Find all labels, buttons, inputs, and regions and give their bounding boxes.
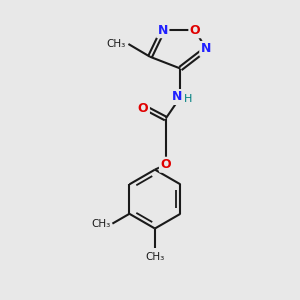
- Text: O: O: [160, 158, 171, 171]
- Text: H: H: [184, 94, 193, 104]
- Text: O: O: [138, 102, 148, 115]
- Text: N: N: [172, 91, 183, 103]
- Text: CH₃: CH₃: [145, 252, 164, 262]
- Text: N: N: [158, 24, 168, 37]
- Text: CH₃: CH₃: [106, 39, 125, 49]
- Text: O: O: [190, 24, 200, 37]
- Text: CH₃: CH₃: [91, 219, 110, 229]
- Text: N: N: [201, 42, 211, 56]
